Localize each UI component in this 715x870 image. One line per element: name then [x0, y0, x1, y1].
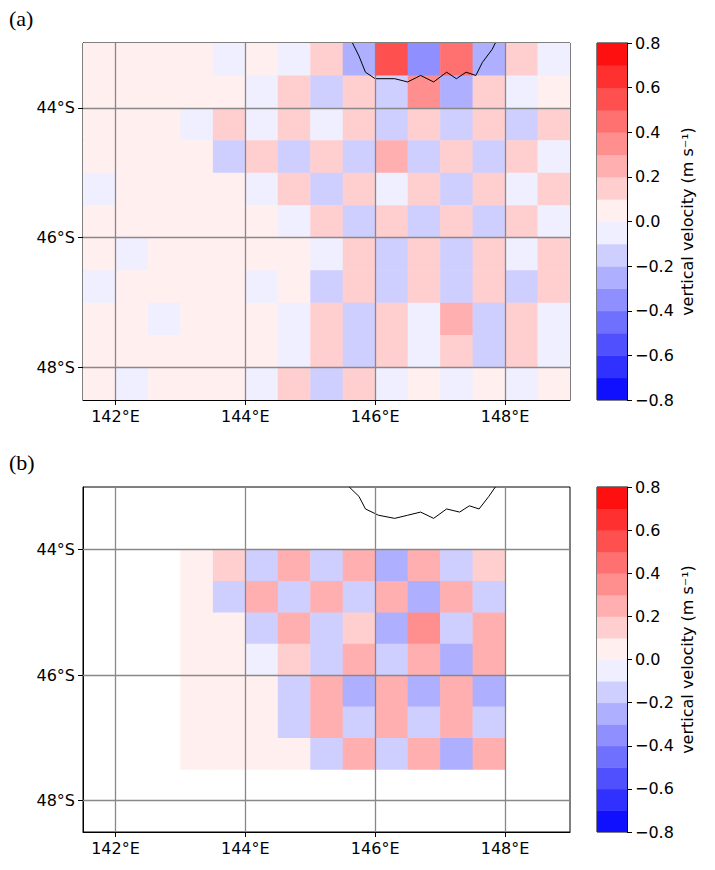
svg-text:48°S: 48°S: [36, 791, 75, 810]
svg-text:0.8: 0.8: [635, 478, 660, 497]
svg-text:0.4: 0.4: [635, 123, 660, 142]
svg-text:48°S: 48°S: [36, 358, 75, 377]
svg-text:144°E: 144°E: [221, 839, 270, 858]
svg-text:0.0: 0.0: [635, 212, 660, 231]
svg-text:146°E: 146°E: [351, 407, 400, 426]
svg-text:0.2: 0.2: [635, 167, 660, 186]
svg-text:−0.2: −0.2: [635, 257, 674, 276]
svg-text:0.4: 0.4: [635, 564, 660, 583]
svg-text:−0.6: −0.6: [635, 779, 674, 798]
svg-text:148°E: 148°E: [481, 839, 530, 858]
svg-text:−0.8: −0.8: [635, 391, 674, 410]
svg-text:148°E: 148°E: [481, 407, 530, 426]
svg-text:44°S: 44°S: [36, 540, 75, 559]
svg-text:0.6: 0.6: [635, 521, 660, 540]
svg-text:(b): (b): [9, 450, 35, 475]
svg-text:vertical velocity (m s⁻¹): vertical velocity (m s⁻¹): [678, 565, 697, 754]
svg-text:−0.6: −0.6: [635, 346, 674, 365]
svg-text:(a): (a): [9, 6, 33, 31]
svg-text:−0.2: −0.2: [635, 693, 674, 712]
svg-text:vertical velocity (m s⁻¹): vertical velocity (m s⁻¹): [678, 127, 697, 316]
svg-text:46°S: 46°S: [36, 228, 75, 247]
svg-text:0.8: 0.8: [635, 34, 660, 53]
svg-text:0.0: 0.0: [635, 650, 660, 669]
svg-text:146°E: 146°E: [351, 839, 400, 858]
svg-text:−0.4: −0.4: [635, 301, 674, 320]
svg-text:0.6: 0.6: [635, 78, 660, 97]
svg-text:142°E: 142°E: [91, 839, 140, 858]
svg-text:−0.8: −0.8: [635, 823, 674, 842]
svg-text:0.2: 0.2: [635, 607, 660, 626]
svg-text:−0.4: −0.4: [635, 736, 674, 755]
svg-text:46°S: 46°S: [36, 666, 75, 685]
svg-text:44°S: 44°S: [36, 98, 75, 117]
svg-text:142°E: 142°E: [91, 407, 140, 426]
svg-text:144°E: 144°E: [221, 407, 270, 426]
